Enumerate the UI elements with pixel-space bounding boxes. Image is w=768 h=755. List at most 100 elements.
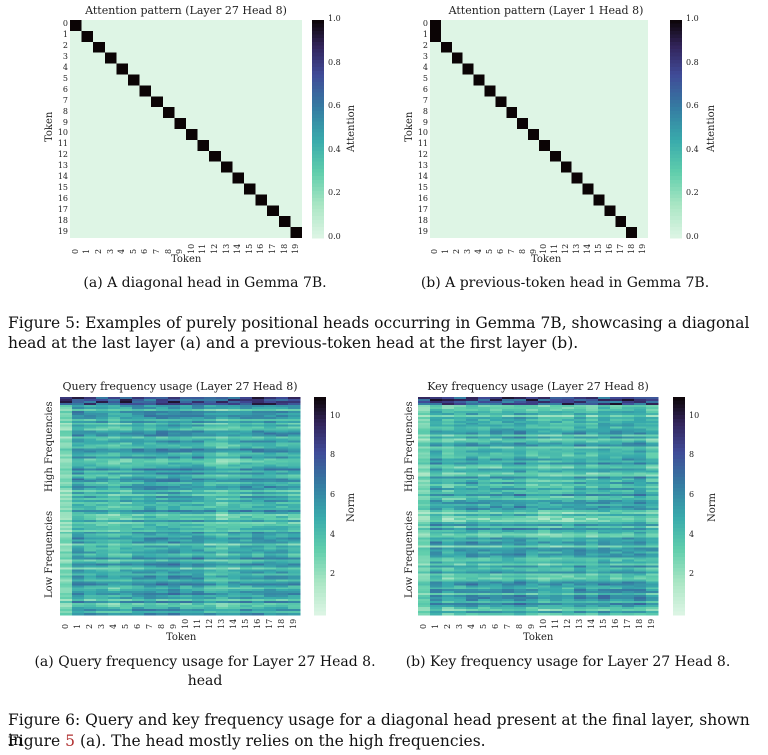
attention-cell-2 xyxy=(93,41,105,53)
colorbar-segment xyxy=(314,426,326,431)
ytick-16: 16 xyxy=(417,193,428,203)
xtick-6: 6 xyxy=(495,248,505,254)
xtick-13: 13 xyxy=(572,243,582,254)
colorbar-segment xyxy=(312,212,324,217)
colorbar-segment xyxy=(670,20,682,25)
attention-cell-17 xyxy=(604,205,616,217)
ytick-3: 3 xyxy=(62,52,68,62)
colorbar-segment xyxy=(314,404,326,409)
colorbar-segment xyxy=(673,575,685,580)
ytick-6: 6 xyxy=(62,84,68,94)
fig5a-title: Attention pattern (Layer 27 Head 8) xyxy=(85,4,287,17)
colorbar-segment xyxy=(673,415,685,420)
fig5a-subcaption: (a) A diagonal head in Gemma 7B. xyxy=(83,275,327,291)
fig6b-colorbar-label: Norm xyxy=(707,492,718,522)
fig6a-xlabel: Token xyxy=(166,632,197,643)
ytick-0: 0 xyxy=(62,19,68,29)
ytick-9: 9 xyxy=(422,117,428,127)
xtick-17: 17 xyxy=(265,618,274,629)
ytick-9: 9 xyxy=(62,117,68,127)
colorbar-segment xyxy=(673,487,685,492)
colorbar-segment xyxy=(312,74,324,79)
colorbar-segment xyxy=(312,190,324,195)
colorbar-segment xyxy=(673,589,685,594)
xtick-11: 11 xyxy=(551,618,560,629)
ytick-10: 10 xyxy=(57,128,68,138)
colorbar-segment xyxy=(312,147,324,152)
colorbar-segment xyxy=(314,535,326,540)
colorbar-segment xyxy=(312,114,324,119)
attention-cell-15 xyxy=(582,183,594,195)
xtick-7: 7 xyxy=(506,248,516,254)
xtick-9: 9 xyxy=(169,623,178,629)
ytick-10: 10 xyxy=(417,128,428,138)
colorbar-tick: 0.0 xyxy=(328,232,341,241)
colorbar-segment xyxy=(670,129,682,134)
colorbar-segment xyxy=(673,473,685,478)
colorbar-segment xyxy=(670,27,682,32)
colorbar-segment xyxy=(673,556,685,561)
colorbar-segment xyxy=(673,516,685,522)
colorbar-segment xyxy=(670,230,682,235)
xtick-10: 10 xyxy=(186,243,196,254)
colorbar-segment xyxy=(314,469,326,474)
colorbar-segment xyxy=(314,575,326,580)
colorbar-segment xyxy=(670,161,682,166)
colorbar-segment xyxy=(670,147,682,152)
colorbar-segment xyxy=(314,455,326,460)
colorbar-segment xyxy=(314,473,326,478)
fig5a-xlabel: Token xyxy=(171,254,202,265)
colorbar-segment xyxy=(673,484,685,489)
xtick-7: 7 xyxy=(145,623,154,629)
colorbar-segment xyxy=(312,52,324,57)
attention-cell-13 xyxy=(220,161,233,173)
xtick-6: 6 xyxy=(491,623,500,629)
colorbar-segment xyxy=(312,187,324,192)
xtick-2: 2 xyxy=(94,248,103,254)
xtick-18: 18 xyxy=(626,243,636,254)
fig5-ref-link[interactable]: 5 xyxy=(65,732,76,750)
colorbar-segment xyxy=(314,567,326,572)
colorbar-segment xyxy=(312,216,324,221)
colorbar-segment xyxy=(312,38,324,43)
xtick-3: 3 xyxy=(97,623,106,629)
xtick-11: 11 xyxy=(550,243,560,254)
colorbar-segment xyxy=(314,444,326,449)
colorbar-segment xyxy=(312,198,324,203)
colorbar-segment xyxy=(670,168,682,174)
colorbar-tick: 0.2 xyxy=(328,188,341,198)
colorbar-segment xyxy=(314,556,326,561)
colorbar-segment xyxy=(670,70,682,75)
xtick-10: 10 xyxy=(181,618,190,629)
colorbar-segment xyxy=(314,560,326,565)
colorbar-segment xyxy=(673,607,685,612)
ytick-1: 1 xyxy=(62,30,68,40)
colorbar-segment xyxy=(673,495,685,500)
colorbar-segment xyxy=(673,506,685,511)
colorbar-segment xyxy=(314,502,326,507)
attention-cell-10 xyxy=(186,129,198,140)
colorbar-segment xyxy=(314,604,326,609)
colorbar-segment xyxy=(670,132,682,137)
colorbar-segment xyxy=(673,585,685,591)
colorbar-segment xyxy=(673,611,685,616)
colorbar-segment xyxy=(673,455,685,460)
colorbar-segment xyxy=(670,85,682,90)
attention-cell-16 xyxy=(255,194,268,206)
colorbar-segment xyxy=(312,223,324,228)
xtick-2: 2 xyxy=(85,623,94,629)
ytick-0: 0 xyxy=(422,19,428,29)
attention-cell-8 xyxy=(162,107,175,119)
colorbar-segment xyxy=(312,201,324,206)
colorbar-segment xyxy=(312,85,324,90)
colorbar-segment xyxy=(673,476,685,482)
xtick-12: 12 xyxy=(561,243,571,254)
colorbar-segment xyxy=(312,27,324,32)
attention-cell-19 xyxy=(626,227,638,238)
attention-cell-8 xyxy=(506,107,518,119)
colorbar-segment xyxy=(670,99,682,105)
colorbar-segment xyxy=(312,96,324,101)
colorbar-segment xyxy=(673,491,685,496)
xtick-18: 18 xyxy=(279,243,289,254)
colorbar-segment xyxy=(314,498,326,503)
